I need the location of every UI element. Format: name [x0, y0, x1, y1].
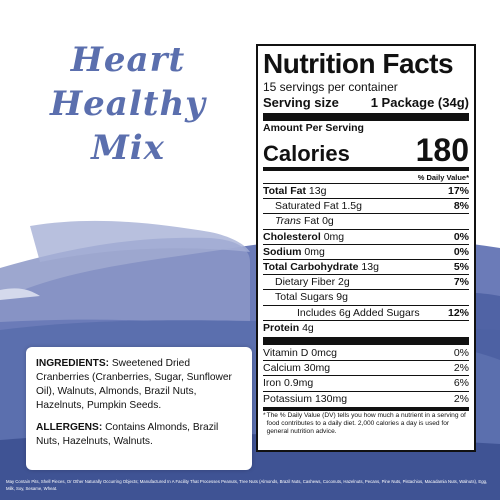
nutrient-dv: 2%: [453, 392, 469, 405]
nutrient-row-sodium: Sodium 0mg 0%: [263, 243, 469, 259]
servings-per-container: 15 servings per container: [263, 80, 398, 94]
nutrient-dv: 5%: [453, 261, 469, 274]
nutrient-name: Vitamin D: [263, 347, 309, 360]
ingredients-label: INGREDIENTS:: [36, 358, 110, 369]
nutrient-amount: 13g: [361, 261, 379, 274]
nutrient-amount: 9g: [336, 291, 348, 304]
nutrient-dv: 17%: [447, 185, 469, 197]
nutrient-row-iron: Iron 0.9mg 6%: [263, 375, 469, 390]
nutrient-amount: 1.5g: [341, 200, 362, 213]
nutrient-dv: 8%: [453, 200, 469, 213]
nutrient-dv: 12%: [447, 306, 469, 319]
nutrient-name: Iron: [263, 377, 282, 390]
nutrient-dv: 0%: [453, 245, 469, 258]
nutrient-name: Total Sugars: [275, 291, 334, 304]
nutrient-row-total-sugars: Total Sugars 9g: [263, 289, 469, 304]
nutrient-dv: 0%: [453, 347, 469, 360]
serving-size: Serving size 1 Package (34g): [263, 94, 469, 111]
nutrient-row-total-carbohydrate: Total Carbohydrate 13g 5%: [263, 259, 469, 274]
nutrition-heading: Nutrition Facts: [263, 48, 454, 79]
divider-thick: [263, 113, 469, 121]
nutrient-dv: 2%: [453, 362, 469, 375]
nutrient-amount: 0mg: [323, 230, 345, 243]
nutrient-row-calcium: Calcium 30mg 2%: [263, 360, 469, 375]
nutrient-name: Protein: [263, 321, 300, 334]
nutrient-amount: 0.9mg: [284, 377, 314, 390]
ingredients-text: INGREDIENTS: Sweetened Dried Cranberries…: [36, 357, 242, 413]
allergens-text: ALLERGENS: Contains Almonds, Brazil Nuts…: [36, 421, 242, 449]
nutrient-name: Dietary Fiber: [275, 276, 336, 289]
nutrient-amount: 130mg: [314, 392, 348, 405]
nutrient-dv: 7%: [453, 276, 469, 289]
nutrient-name: Saturated Fat: [275, 200, 339, 213]
nutrient-amount: 0g: [322, 215, 334, 228]
divider-thick: [263, 337, 469, 346]
allergens-label: ALLERGENS:: [36, 422, 103, 433]
nutrient-name: Total Carbohydrate: [263, 261, 359, 274]
nutrition-facts-panel: Nutrition Facts 15 servings per containe…: [256, 44, 476, 452]
calories-label: Calories: [263, 141, 350, 166]
allergens-list: Contains Almonds, Brazil Nuts, Hazelnuts…: [36, 422, 219, 447]
nutrient-row-trans-fat: Trans Fat 0g: [263, 213, 469, 228]
calories-row: Calories 180: [263, 134, 469, 166]
nutrient-dv: 0%: [453, 230, 469, 243]
divider-medium: [263, 167, 469, 171]
nutrient-name: Potassium: [263, 392, 313, 405]
nutrient-name: Trans: [275, 215, 302, 228]
nutrient-row-cholesterol: Cholesterol 0mg 0%: [263, 228, 469, 244]
nutrient-amount: 0mg: [304, 245, 325, 258]
title-line-1: Heart: [70, 40, 186, 80]
nutrient-name: Cholesterol: [263, 230, 321, 243]
nutrient-amount: 4g: [302, 321, 314, 334]
nutrient-row-vitamin-d: Vitamin D 0mcg 0%: [263, 346, 469, 360]
nutrient-row-saturated-fat: Saturated Fat 1.5g 8%: [263, 198, 469, 213]
daily-value-footnote: * The % Daily Value (DV) tells you how m…: [263, 412, 469, 436]
nutrient-row-total-fat: Total Fat 13g 17%: [263, 183, 469, 198]
nutrient-name: Sodium: [263, 245, 302, 258]
calories-value: 180: [415, 132, 469, 168]
product-title: Heart Healthy Mix: [18, 38, 238, 170]
amount-per-serving: Amount Per Serving: [263, 122, 364, 134]
nutrient-name: Includes 6g Added Sugars: [297, 306, 420, 319]
divider-medium: [263, 406, 469, 411]
nutrient-name-suffix: Fat: [303, 215, 320, 228]
ingredients-list: Sweetened Dried Cranberries (Cranberries…: [36, 358, 232, 411]
nutrient-row-dietary-fiber: Dietary Fiber 2g 7%: [263, 274, 469, 289]
serving-size-value: 1 Package (34g): [370, 95, 469, 110]
nutrient-row-potassium: Potassium 130mg 2%: [263, 390, 469, 406]
serving-size-label: Serving size: [263, 95, 339, 110]
nutrient-row-protein: Protein 4g: [263, 319, 469, 335]
daily-value-header: % Daily Value*: [417, 173, 469, 182]
ingredients-card: INGREDIENTS: Sweetened Dried Cranberries…: [26, 347, 252, 470]
facility-statement: May Contain Pits, Shell Pieces, Or Other…: [6, 479, 488, 491]
title-line-2: Healthy Mix: [50, 84, 206, 168]
nutrient-name: Calcium: [263, 362, 301, 375]
nutrient-name: Total Fat: [263, 185, 306, 197]
footnote-star: *: [263, 411, 266, 419]
nutrient-amount: 13g: [308, 185, 327, 197]
nutrient-amount: 2g: [338, 276, 350, 289]
footnote-text: The % Daily Value (DV) tells you how muc…: [266, 411, 466, 435]
nutrient-amount: 0mcg: [311, 347, 337, 360]
nutrient-row-added-sugars: Includes 6g Added Sugars 12%: [263, 304, 469, 320]
nutrient-amount: 30mg: [303, 362, 331, 375]
nutrient-dv: 6%: [453, 377, 469, 390]
